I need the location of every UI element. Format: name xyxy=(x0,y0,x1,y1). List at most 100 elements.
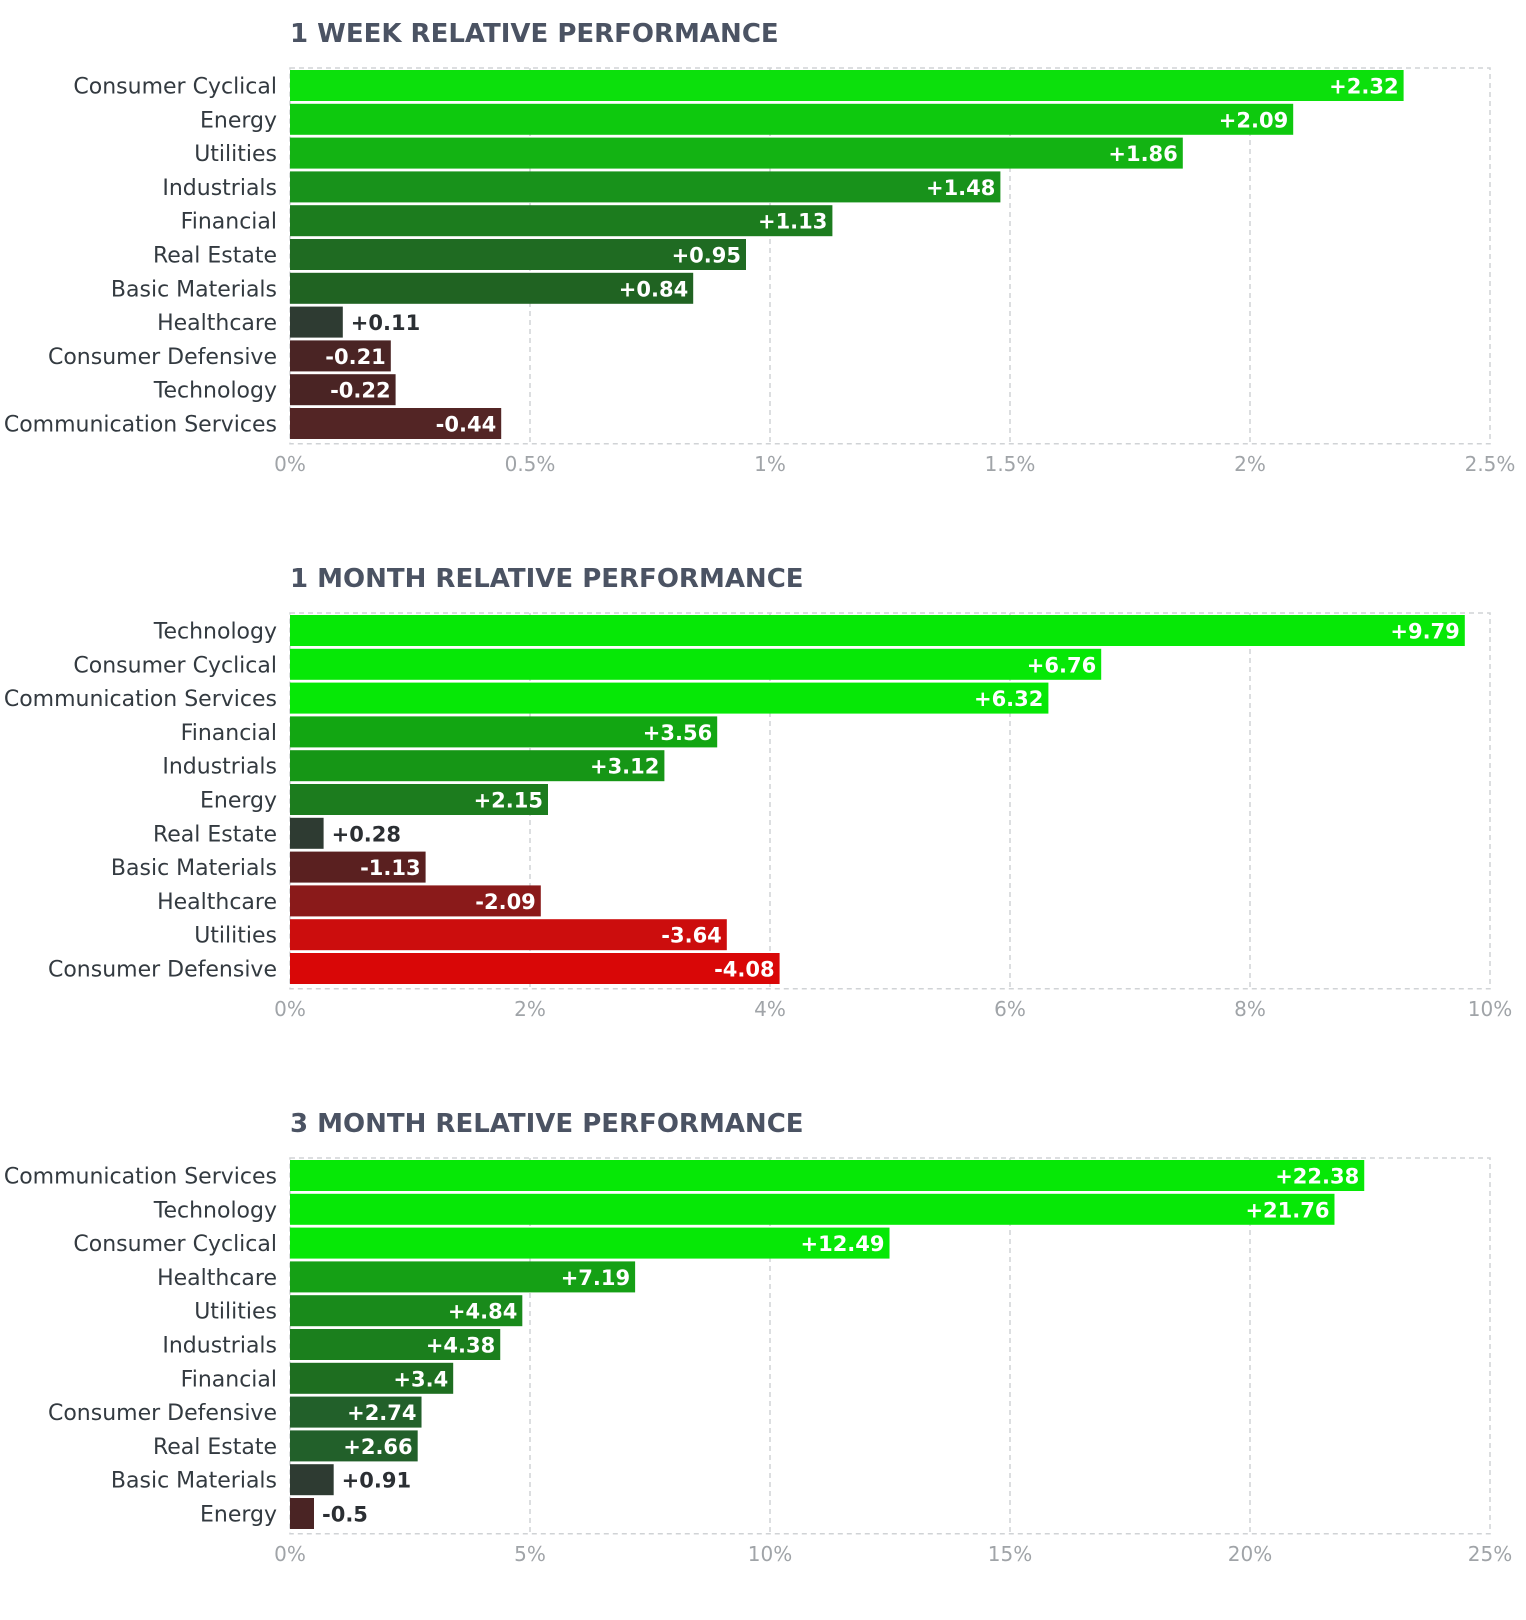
value-label: +4.38 xyxy=(426,1334,495,1358)
value-label: +21.76 xyxy=(1245,1198,1329,1222)
value-label: +2.32 xyxy=(1329,75,1398,99)
value-label: +2.66 xyxy=(343,1435,412,1459)
category-label: Industrials xyxy=(162,1334,277,1359)
value-label: +0.91 xyxy=(342,1469,411,1493)
value-label: +1.48 xyxy=(926,176,995,200)
value-label: +2.09 xyxy=(1219,108,1288,132)
bar xyxy=(290,682,1049,714)
bar xyxy=(290,919,727,951)
value-label: +22.38 xyxy=(1275,1165,1359,1189)
x-tick-label: 1.5% xyxy=(985,452,1036,476)
category-label: Financial xyxy=(181,721,277,746)
category-label: Energy xyxy=(200,1503,277,1528)
chart-title: 1 MONTH RELATIVE PERFORMANCE xyxy=(290,564,804,594)
category-label: Industrials xyxy=(162,176,277,201)
chart-3-month-svg: 3 MONTH RELATIVE PERFORMANCE 0% 5% 10% 15% 20… xyxy=(4,1109,1512,1566)
x-tick-label: 5% xyxy=(514,1542,546,1566)
bar xyxy=(290,205,833,237)
category-label: Consumer Cyclical xyxy=(73,75,277,100)
x-tick-label: 0% xyxy=(274,997,306,1021)
bar xyxy=(290,1498,314,1529)
value-label: +6.32 xyxy=(974,687,1043,711)
x-tick-label: 4% xyxy=(754,997,786,1021)
bar xyxy=(290,1261,636,1293)
value-label: +3.4 xyxy=(393,1367,448,1391)
bar xyxy=(290,1193,1335,1225)
value-label: -0.22 xyxy=(330,379,391,403)
bar xyxy=(290,851,426,883)
chart-1-week-svg: 1 WEEK RELATIVE PERFORMANCE 0% 0.5% 1% 1.5% 2… xyxy=(4,19,1516,476)
bar xyxy=(290,340,391,372)
x-tick-label: 10% xyxy=(1468,997,1512,1021)
x-tick-label: 1% xyxy=(754,452,786,476)
value-label: +1.13 xyxy=(758,210,827,234)
bar xyxy=(290,750,665,782)
category-label: Consumer Defensive xyxy=(48,345,277,370)
x-tick-label: 6% xyxy=(994,997,1026,1021)
value-label: -2.09 xyxy=(475,890,536,914)
category-label: Real Estate xyxy=(153,244,277,269)
bar xyxy=(290,272,694,304)
value-label: -4.08 xyxy=(714,958,775,982)
category-label: Industrials xyxy=(162,755,277,780)
chart-title: 1 WEEK RELATIVE PERFORMANCE xyxy=(290,19,779,49)
bar xyxy=(290,784,548,815)
value-label: +0.84 xyxy=(619,277,688,301)
x-tick-label: 15% xyxy=(988,1542,1032,1566)
bar xyxy=(290,1295,523,1327)
category-label: Technology xyxy=(153,379,277,404)
bar xyxy=(290,374,396,406)
category-label: Basic Materials xyxy=(111,1469,277,1494)
bar xyxy=(290,1362,454,1394)
value-label: -1.13 xyxy=(360,856,421,880)
x-tick-label: 0.5% xyxy=(505,452,556,476)
bar xyxy=(290,648,1102,680)
value-label: +12.49 xyxy=(800,1232,884,1256)
value-label: +9.79 xyxy=(1390,620,1459,644)
x-tick-label: 0% xyxy=(274,452,306,476)
chart-1-month-svg: 1 MONTH RELATIVE PERFORMANCE 0% 2% 4% 6% 8% 10… xyxy=(4,564,1512,1021)
category-label: Basic Materials xyxy=(111,856,277,881)
x-tick-label: 2.5% xyxy=(1465,452,1516,476)
bar xyxy=(290,1464,334,1496)
category-label: Energy xyxy=(200,108,277,133)
category-label: Basic Materials xyxy=(111,277,277,302)
category-label: Consumer Cyclical xyxy=(73,653,277,678)
bar xyxy=(290,1160,1365,1191)
bar xyxy=(290,70,1404,101)
bar xyxy=(290,171,1001,203)
value-label: +4.84 xyxy=(448,1300,517,1324)
category-label: Financial xyxy=(181,210,277,235)
bar xyxy=(290,953,780,984)
category-label: Consumer Defensive xyxy=(48,1401,277,1426)
category-label: Real Estate xyxy=(153,1435,277,1460)
value-label: +1.86 xyxy=(1108,142,1177,166)
x-tick-label: 2% xyxy=(1234,452,1266,476)
category-label: Healthcare xyxy=(157,311,277,336)
chart-title: 3 MONTH RELATIVE PERFORMANCE xyxy=(290,1109,804,1139)
value-label: -3.64 xyxy=(661,924,722,948)
bar xyxy=(290,103,1294,135)
bar xyxy=(290,1430,418,1462)
category-label: Communication Services xyxy=(4,413,277,438)
value-label: +0.11 xyxy=(351,311,420,335)
category-label: Technology xyxy=(153,1198,277,1223)
bar xyxy=(290,137,1183,169)
category-label: Consumer Cyclical xyxy=(73,1232,277,1257)
category-label: Energy xyxy=(200,789,277,814)
category-label: Consumer Defensive xyxy=(48,958,277,983)
bar xyxy=(290,716,718,748)
category-label: Financial xyxy=(181,1367,277,1392)
category-label: Technology xyxy=(153,620,277,645)
category-label: Healthcare xyxy=(157,1266,277,1291)
bar xyxy=(290,615,1465,646)
value-label: +3.56 xyxy=(643,721,712,745)
chart-3-month: 3 MONTH RELATIVE PERFORMANCE 0% 5% 10% 15% 20… xyxy=(0,1090,1526,1620)
category-label: Communication Services xyxy=(4,687,277,712)
value-label: +6.76 xyxy=(1027,653,1096,677)
x-tick-label: 2% xyxy=(514,997,546,1021)
chart-1-week: 1 WEEK RELATIVE PERFORMANCE 0% 0.5% 1% 1.5% 2… xyxy=(0,0,1526,530)
value-label: +7.19 xyxy=(561,1266,630,1290)
category-label: Real Estate xyxy=(153,822,277,847)
x-tick-label: 25% xyxy=(1468,1542,1512,1566)
